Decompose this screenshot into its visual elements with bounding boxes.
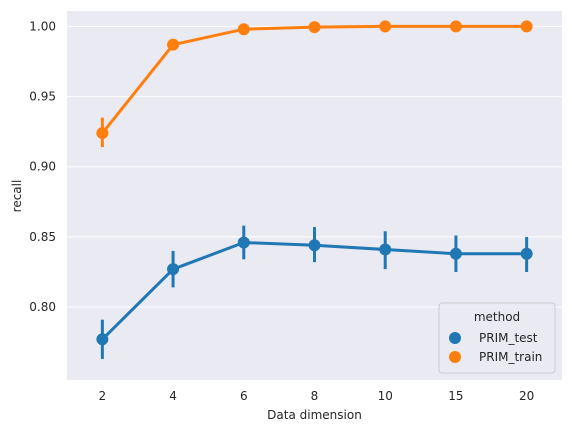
x-tick-label-3: 8 (311, 389, 319, 403)
data-point-prim-test-3 (308, 239, 321, 252)
series-prim-train (96, 20, 533, 148)
legend-title: method (474, 310, 520, 324)
y-axis-label: recall (10, 180, 24, 213)
data-point-prim-test-6 (520, 247, 533, 260)
tick-labels: 0.80 0.85 0.90 0.95 1.00 2 4 6 8 10 15 20 (29, 19, 534, 403)
data-point-prim-test-2 (237, 236, 250, 249)
legend-marker-prim-train (449, 351, 461, 363)
series-prim-test (96, 225, 533, 359)
x-tick-label-2: 6 (240, 389, 248, 403)
data-point-prim-train-0 (96, 127, 109, 140)
data-point-prim-train-5 (449, 20, 462, 33)
data-point-prim-test-0 (96, 333, 109, 346)
data-point-prim-train-1 (167, 38, 180, 51)
data-point-prim-train-3 (308, 21, 321, 34)
legend-label-prim-test: PRIM_test (479, 331, 538, 345)
x-tick-label-4: 10 (378, 389, 393, 403)
y-tick-label-4: 1.00 (29, 19, 56, 33)
series-layer (96, 20, 533, 359)
x-tick-label-6: 20 (519, 389, 534, 403)
data-point-prim-test-1 (167, 263, 180, 276)
y-tick-label-0: 0.80 (29, 300, 56, 314)
data-point-prim-train-2 (237, 23, 250, 36)
legend-label-prim-train: PRIM_train (479, 350, 542, 364)
data-point-prim-train-6 (520, 20, 533, 33)
x-tick-label-0: 2 (99, 389, 107, 403)
data-point-prim-test-4 (379, 243, 392, 256)
legend-box (438, 302, 556, 374)
legend-marker-prim-test (449, 332, 461, 344)
x-axis-label: Data dimension (267, 408, 362, 422)
y-tick-label-2: 0.90 (29, 160, 56, 174)
data-point-prim-train-4 (379, 20, 392, 33)
x-tick-label-5: 15 (448, 389, 463, 403)
y-tick-label-3: 0.95 (29, 90, 56, 104)
x-tick-label-1: 4 (169, 389, 177, 403)
data-point-prim-test-5 (449, 247, 462, 260)
legend: method PRIM_test PRIM_train (438, 302, 556, 374)
y-tick-label-1: 0.85 (29, 230, 56, 244)
